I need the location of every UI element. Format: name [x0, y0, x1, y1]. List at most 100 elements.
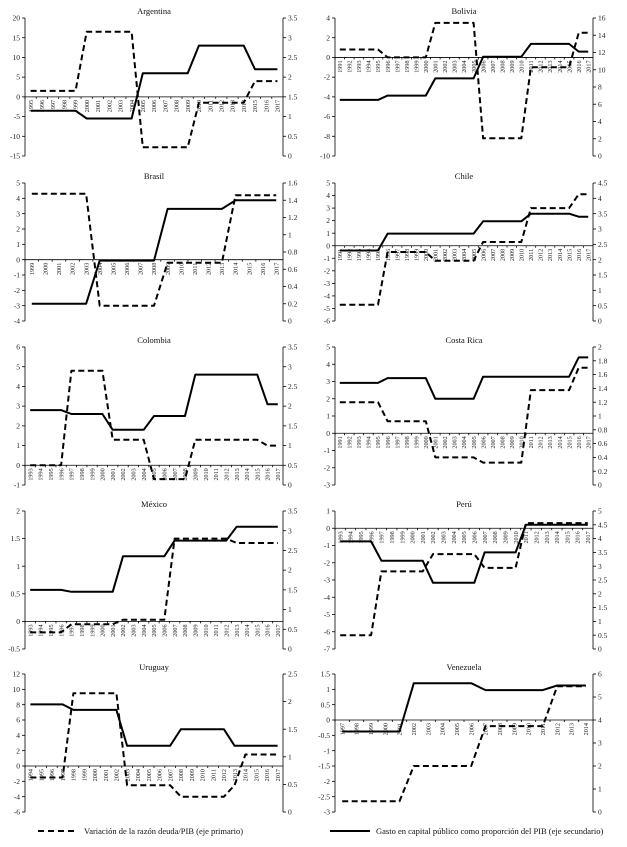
x-tick-label: 2008	[174, 100, 181, 112]
debt-ratio-change-line	[30, 692, 278, 798]
primary-tick-label: 3	[16, 402, 20, 411]
x-tick-label: 1994	[366, 249, 373, 261]
primary-tick-label: 1.5	[11, 534, 21, 543]
x-tick-label: 2017	[585, 60, 592, 72]
x-tick-label: 2008	[499, 249, 506, 261]
secondary-tick-label: 2	[288, 566, 292, 575]
x-tick-label: 1995	[375, 249, 382, 261]
secondary-tick-label: 0	[288, 152, 292, 161]
x-tick-label: 2003	[124, 769, 131, 781]
x-tick-label: 1997	[50, 100, 57, 112]
primary-tick-label: -2	[324, 266, 330, 275]
capital-spending-line	[342, 682, 586, 733]
x-tick-label: 2003	[83, 263, 90, 275]
secondary-tick-label: 1.2	[598, 398, 608, 407]
panel-chile: Chile -6 -5 -4 -3 -2 -1 0 1 2 3 4 5 0 0.5 1 1.5 2 2.5 3 3.5 4…	[324, 171, 608, 326]
x-tick-label: 2000	[423, 60, 430, 72]
x-tick-label: 1997	[379, 531, 386, 543]
x-tick-label: 2000	[382, 723, 389, 735]
secondary-tick-label: 1	[598, 785, 602, 794]
panel-title: Argentina	[137, 6, 171, 16]
x-tick-label: 2008	[492, 531, 499, 543]
x-tick-label: 2005	[146, 769, 153, 781]
secondary-tick-label: 0	[598, 481, 602, 490]
secondary-tick-label: 0	[598, 645, 602, 654]
x-tick-label: 1999	[399, 531, 406, 543]
panel-argentina: Argentina -15 -10 -5 0 5 10 15 20 0 0.5 1 1.5 2 2.5 3 3.…	[10, 6, 298, 161]
secondary-tick-label: 2	[288, 402, 292, 411]
primary-tick-label: 5	[16, 73, 20, 82]
secondary-tick-label: 1.5	[288, 92, 298, 101]
secondary-tick-label: 0.4	[288, 282, 298, 291]
x-tick-label: 1997	[394, 249, 401, 261]
primary-tick-label: 5	[16, 179, 20, 188]
primary-tick-label: 0	[16, 617, 20, 626]
secondary-tick-label: 3.5	[288, 507, 298, 516]
x-tick-label: 2011	[523, 531, 530, 543]
x-tick-label: 2004	[141, 468, 148, 480]
x-tick-label: 1994	[366, 60, 373, 72]
x-tick-label: 2017	[585, 249, 592, 261]
primary-tick-label: -4	[324, 593, 330, 602]
x-tick-label: 2016	[575, 531, 582, 543]
x-tick-label: 2009	[511, 723, 518, 735]
x-tick-label: 1996	[58, 468, 65, 480]
x-tick-label: 2005	[151, 468, 158, 480]
primary-tick-label: 0	[326, 524, 330, 533]
primary-tick-label: 0.5	[321, 700, 331, 709]
x-tick-label: 2007	[167, 769, 174, 781]
primary-tick-label: -3	[324, 808, 330, 817]
x-tick-label: 2012	[223, 468, 230, 480]
secondary-tick-label: 0	[598, 317, 602, 326]
x-tick-label: 2011	[528, 249, 535, 261]
x-tick-label: 2010	[178, 263, 185, 275]
secondary-tick-label: 3.5	[288, 14, 298, 23]
primary-tick-label: -1	[14, 481, 20, 490]
x-tick-label: 1997	[394, 436, 401, 448]
primary-tick-label: -3	[14, 301, 20, 310]
primary-tick-label: -4	[324, 92, 330, 101]
x-tick-label: 2015	[252, 100, 259, 112]
secondary-tick-label: 0.5	[598, 301, 608, 310]
x-tick-label: 2013	[569, 723, 576, 735]
primary-tick-label: 5	[16, 362, 20, 371]
secondary-tick-label: 2	[598, 589, 602, 598]
secondary-tick-label: 4	[598, 716, 602, 725]
primary-tick-label: -3	[324, 576, 330, 585]
secondary-tick-label: 1.4	[288, 196, 298, 205]
x-tick-label: 2017	[585, 531, 592, 543]
x-tick-label: 2008	[497, 723, 504, 735]
x-tick-label: 1993	[27, 468, 34, 480]
x-tick-label: 2001	[95, 100, 102, 112]
x-tick-label: 2011	[210, 769, 217, 781]
x-tick-label: 2008	[151, 263, 158, 275]
secondary-tick-label: 2.5	[288, 382, 298, 391]
x-tick-label: 1995	[375, 436, 382, 448]
panel-title: Brasil	[144, 171, 165, 181]
x-tick-label: 1996	[385, 249, 392, 261]
x-tick-label: 2001	[420, 531, 427, 543]
primary-tick-label: 0.5	[11, 589, 21, 598]
x-tick-label: 2008	[499, 436, 506, 448]
secondary-tick-label: 1	[598, 617, 602, 626]
x-tick-label: 1994	[348, 531, 355, 543]
x-tick-label: 2015	[564, 531, 571, 543]
primary-tick-label: -2	[324, 558, 330, 567]
x-tick-label: 2011	[528, 436, 535, 448]
x-tick-label: 2016	[263, 100, 270, 112]
primary-tick-label: 12	[13, 670, 21, 679]
x-tick-label: 2017	[273, 263, 280, 275]
x-tick-label: 1993	[356, 249, 363, 261]
x-tick-label: 2001	[110, 624, 117, 636]
x-tick-label: 2015	[246, 263, 253, 275]
x-tick-label: 2013	[230, 100, 237, 112]
secondary-tick-label: 3	[288, 33, 292, 42]
capital-spending-line	[339, 212, 589, 252]
x-tick-label: 1998	[404, 436, 411, 448]
x-tick-label: 1994	[366, 436, 373, 448]
primary-tick-label: -4	[324, 292, 330, 301]
legend-solid-line-icon	[330, 830, 370, 832]
x-tick-label: 2003	[425, 723, 432, 735]
secondary-tick-label: 1.5	[288, 725, 298, 734]
x-tick-label: 1999	[73, 100, 80, 112]
